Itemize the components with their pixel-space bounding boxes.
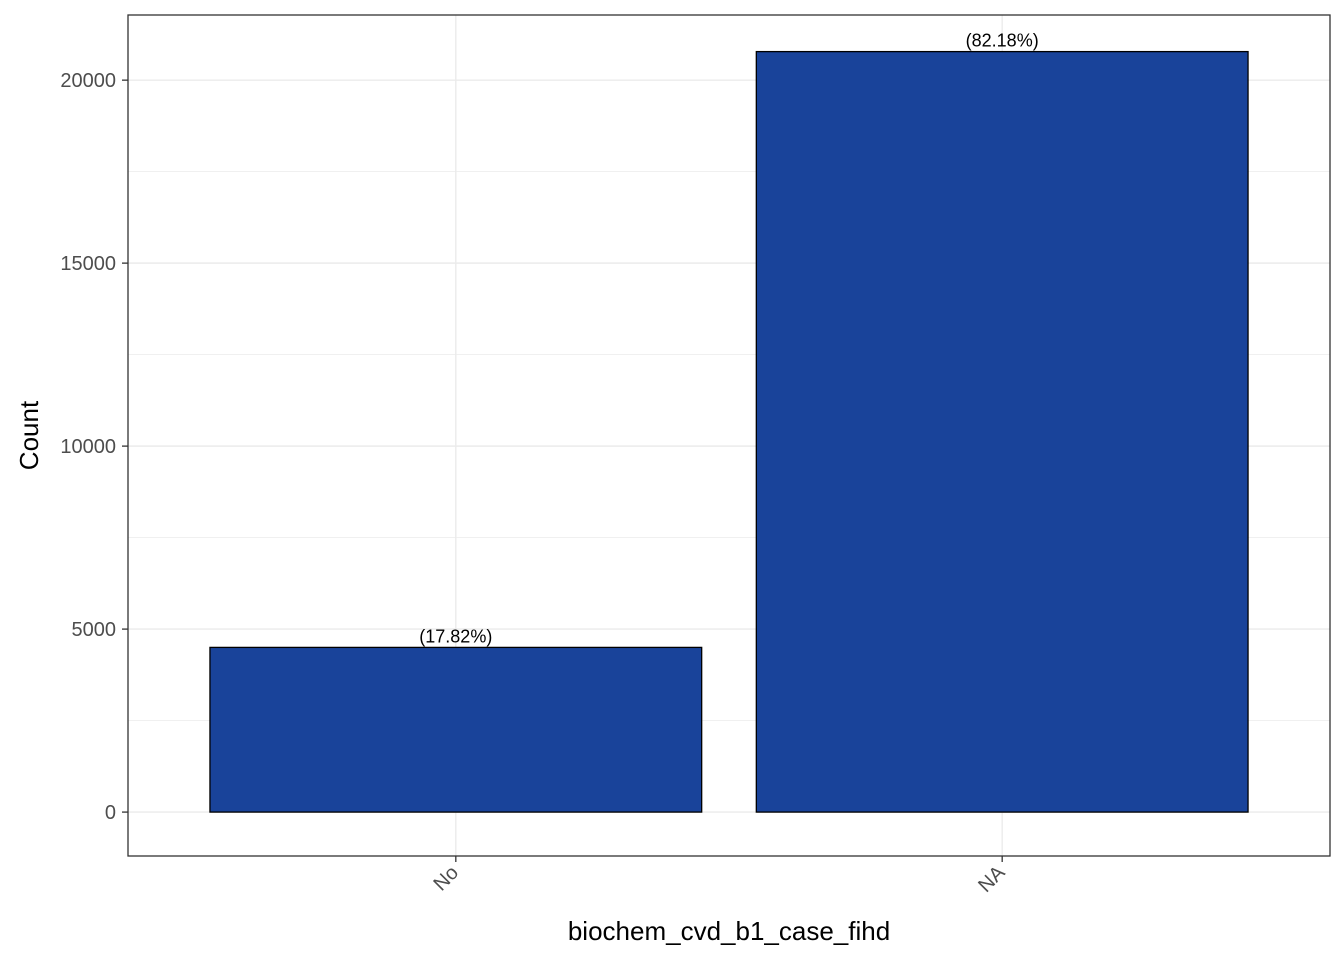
x-axis: No NA bbox=[429, 856, 1010, 897]
y-axis-title: Count bbox=[14, 400, 44, 470]
y-tick-label: 0 bbox=[105, 802, 116, 824]
bar-na bbox=[755, 50, 1249, 813]
bar-labels: (17.82%) (82.18%) bbox=[419, 31, 1038, 647]
y-tick-label: 10000 bbox=[60, 436, 116, 458]
bars bbox=[209, 50, 1249, 813]
bar-label: (82.18%) bbox=[966, 31, 1039, 51]
x-tick-label: No bbox=[429, 862, 463, 896]
y-tick-label: 20000 bbox=[60, 70, 116, 92]
panel-border bbox=[127, 14, 1331, 857]
x-tick-label: NA bbox=[974, 861, 1010, 897]
bar-label: (17.82%) bbox=[419, 626, 492, 646]
y-axis: 0 5000 10000 15000 20000 bbox=[60, 70, 128, 824]
y-tick-label: 5000 bbox=[72, 619, 117, 641]
bar-no bbox=[209, 646, 703, 813]
x-axis-title: biochem_cvd_b1_case_fihd bbox=[568, 916, 890, 946]
y-tick-label: 15000 bbox=[60, 253, 116, 275]
